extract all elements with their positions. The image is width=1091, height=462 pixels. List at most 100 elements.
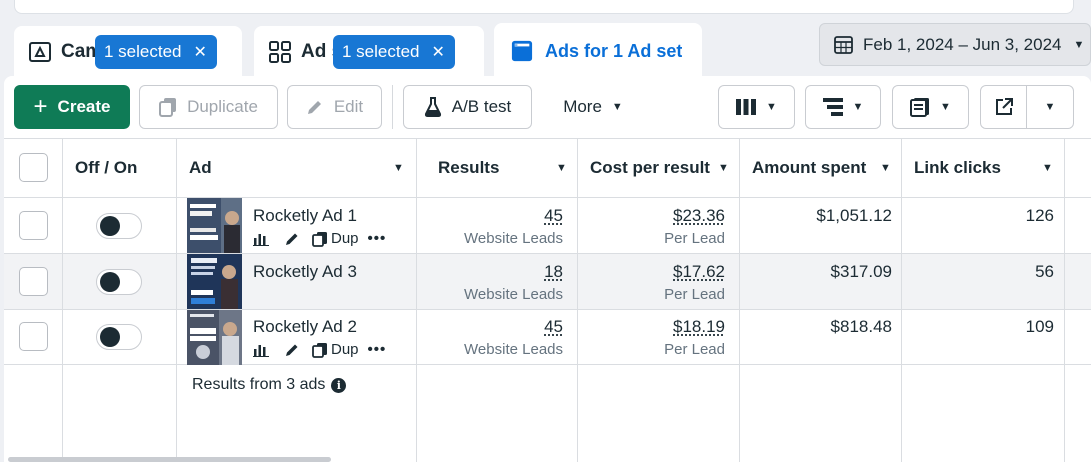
- chevron-down-icon[interactable]: ▼: [718, 162, 729, 174]
- date-range-picker[interactable]: Feb 1, 2024 – Jun 3, 2024 ▼: [819, 23, 1091, 66]
- chevron-down-icon[interactable]: ▼: [556, 162, 567, 174]
- results-value[interactable]: 18: [544, 262, 563, 281]
- link-clicks-value: 56: [1035, 262, 1054, 281]
- close-icon[interactable]: ✕: [431, 44, 445, 61]
- tab-ad-sets[interactable]: Ad sets 1 selected ✕: [254, 26, 484, 78]
- ab-test-button[interactable]: A/B test: [403, 85, 532, 129]
- ad-sets-selected-text: 1 selected: [342, 42, 420, 61]
- results-type: Website Leads: [464, 341, 563, 358]
- reports-button[interactable]: ▼: [892, 85, 969, 129]
- col-divider: [176, 138, 177, 462]
- tab-ads[interactable]: Ads for 1 Ad set: [494, 23, 702, 79]
- ad-row-actions: Dup •••: [253, 230, 386, 247]
- row-border: [4, 309, 1091, 310]
- duplicate-icon[interactable]: [312, 231, 328, 247]
- row-checkbox[interactable]: [19, 322, 48, 351]
- create-label: Create: [57, 97, 111, 116]
- ad-name[interactable]: Rocketly Ad 3: [253, 262, 357, 281]
- columns-button[interactable]: ▼: [718, 85, 795, 129]
- horizontal-scrollbar[interactable]: [8, 457, 331, 462]
- amount-spent-value: $317.09: [830, 262, 892, 281]
- row-checkbox[interactable]: [19, 267, 48, 296]
- col-header-link-clicks[interactable]: Link clicks: [914, 158, 1001, 177]
- cost-per-result-unit: Per Lead: [664, 230, 725, 247]
- ad-sets-selected-badge[interactable]: 1 selected ✕: [333, 35, 455, 69]
- breakdown-button[interactable]: ▼: [805, 85, 881, 129]
- reports-icon: [910, 97, 930, 117]
- more-options-icon[interactable]: •••: [367, 230, 387, 247]
- col-divider: [416, 138, 417, 462]
- chevron-down-icon: ▼: [852, 101, 864, 113]
- col-header-amount-spent[interactable]: Amount spent: [752, 158, 867, 177]
- export-button[interactable]: [980, 85, 1027, 129]
- more-label: More: [563, 97, 602, 116]
- select-all-checkbox[interactable]: [19, 153, 48, 182]
- results-value[interactable]: 45: [544, 206, 563, 225]
- tab-campaigns[interactable]: Campaigns 1 selected ✕: [14, 26, 242, 78]
- chevron-down-icon[interactable]: ▼: [880, 162, 891, 174]
- col-divider: [739, 138, 740, 462]
- flask-icon: [424, 97, 442, 117]
- pencil-icon[interactable]: [285, 342, 300, 357]
- duplicate-label: Duplicate: [187, 97, 258, 116]
- cost-per-result-value[interactable]: $18.19: [673, 317, 725, 336]
- chevron-down-icon: ▼: [611, 101, 623, 113]
- grid-icon: [269, 41, 291, 63]
- date-range-text: Feb 1, 2024 – Jun 3, 2024: [863, 34, 1062, 54]
- campaigns-selected-badge[interactable]: 1 selected ✕: [95, 35, 217, 69]
- amount-spent-value: $818.48: [830, 317, 892, 336]
- more-options-icon[interactable]: •••: [367, 341, 387, 358]
- chart-icon[interactable]: [253, 343, 269, 357]
- cost-per-result-unit: Per Lead: [664, 341, 725, 358]
- col-header-results[interactable]: Results: [438, 158, 500, 177]
- pencil-icon: [306, 98, 324, 116]
- duplicate-button[interactable]: Duplicate: [139, 85, 278, 129]
- ad-toggle[interactable]: [96, 213, 142, 239]
- export-dropdown-button[interactable]: ▼: [1026, 85, 1074, 129]
- edit-button[interactable]: Edit: [287, 85, 382, 129]
- ad-name[interactable]: Rocketly Ad 2: [253, 317, 357, 336]
- row-checkbox[interactable]: [19, 211, 48, 240]
- chevron-down-icon: ▼: [766, 101, 777, 113]
- ad-toggle[interactable]: [96, 324, 142, 350]
- ab-test-label: A/B test: [451, 97, 512, 116]
- col-header-toggle[interactable]: Off / On: [75, 158, 138, 177]
- ad-thumbnail[interactable]: [187, 254, 242, 309]
- ad-row-actions: Dup •••: [253, 341, 386, 358]
- ad-thumbnail[interactable]: [187, 310, 242, 365]
- toggle-knob: [100, 216, 120, 236]
- columns-icon: [736, 99, 757, 115]
- col-divider: [1064, 138, 1065, 462]
- chevron-down-icon[interactable]: ▼: [1042, 162, 1053, 174]
- results-type: Website Leads: [464, 230, 563, 247]
- edit-label: Edit: [333, 97, 364, 116]
- chart-icon[interactable]: [253, 232, 269, 246]
- table-top-border: [4, 138, 1091, 139]
- ad-thumbnail[interactable]: [187, 198, 242, 253]
- col-header-ad[interactable]: Ad: [189, 158, 212, 177]
- col-header-cost-per-result[interactable]: Cost per result: [590, 158, 710, 177]
- chevron-down-icon[interactable]: ▼: [393, 162, 404, 174]
- results-type: Website Leads: [464, 286, 563, 303]
- export-icon: [995, 98, 1013, 116]
- ad-toggle[interactable]: [96, 269, 142, 295]
- create-button[interactable]: + Create: [14, 85, 130, 129]
- header-border: [4, 197, 1091, 198]
- results-summary-text: Results from 3 ads: [192, 376, 326, 393]
- ad-name[interactable]: Rocketly Ad 1: [253, 206, 357, 225]
- duplicate-action-label[interactable]: Dup: [331, 230, 359, 247]
- calendar-icon: [834, 35, 853, 54]
- duplicate-icon[interactable]: [312, 342, 328, 358]
- cost-per-result-value[interactable]: $17.62: [673, 262, 725, 281]
- pencil-icon[interactable]: [285, 231, 300, 246]
- close-icon[interactable]: ✕: [193, 44, 207, 61]
- duplicate-action-label[interactable]: Dup: [331, 341, 359, 358]
- cost-per-result-value[interactable]: $23.36: [673, 206, 725, 225]
- top-bar-remnant: [14, 0, 1074, 14]
- results-value[interactable]: 45: [544, 317, 563, 336]
- info-icon[interactable]: i: [331, 377, 347, 393]
- more-button[interactable]: More ▼: [547, 85, 639, 129]
- link-clicks-value: 109: [1025, 317, 1054, 336]
- amount-spent-value: $1,051.12: [816, 206, 892, 225]
- tab-ads-label: Ads for 1 Ad set: [545, 40, 683, 61]
